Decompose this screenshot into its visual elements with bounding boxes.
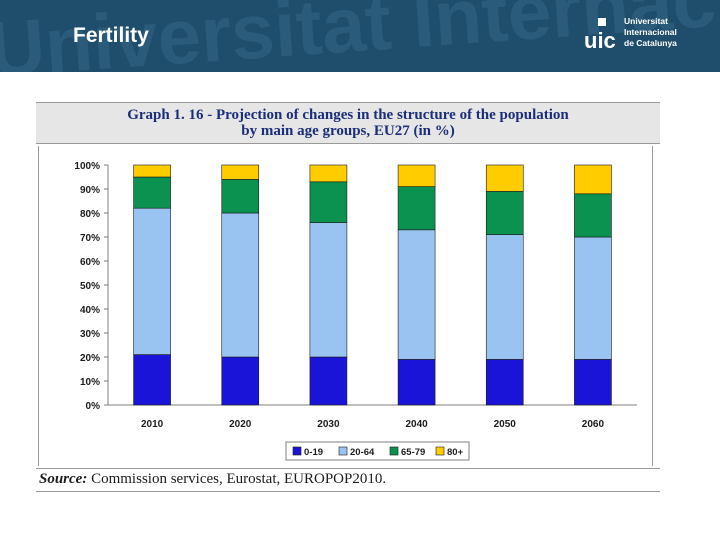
x-tick-label: 2020	[229, 419, 252, 430]
bar-segment	[397, 359, 436, 406]
slide-header: Universitat Internacional Fertility uic …	[0, 0, 720, 72]
x-tick-label: 2040	[405, 419, 428, 430]
bar-segment	[309, 164, 348, 183]
legend-label: 80+	[447, 447, 464, 458]
bar-segment	[133, 354, 171, 406]
bar-segment	[574, 359, 612, 406]
source-box: Source: Commission services, Eurostat, E…	[36, 468, 660, 492]
uic-logo-icon: uic	[584, 18, 616, 53]
legend-label: 20-64	[350, 447, 375, 458]
bar-segment	[485, 234, 524, 360]
chart-legend	[285, 441, 470, 461]
bar-segment	[574, 236, 612, 360]
bar-segment	[574, 193, 612, 238]
x-tick-label: 2060	[582, 419, 605, 430]
header-watermark: Universitat Internacional	[0, 0, 720, 72]
legend-label: 65-79	[401, 447, 425, 458]
graph-title: Graph 1. 16 - Projection of changes in t…	[36, 107, 660, 139]
logo-line-2: Internacional	[624, 27, 677, 37]
source-label: Source:	[39, 471, 88, 487]
y-tick-label: 10%	[80, 377, 100, 388]
y-tick-label: 80%	[80, 209, 100, 220]
bar-segment	[309, 356, 348, 406]
bar-segment	[221, 212, 260, 358]
bar-segment	[221, 164, 260, 180]
bar-segment	[397, 229, 436, 360]
bar-segment	[397, 164, 436, 187]
chart-frame: 0% 10% 20% 30% 40% 50% 60% 70% 80% 90% 100% 2010 202…	[38, 146, 653, 466]
y-tick-label: 50%	[80, 281, 100, 292]
uic-logo: uic Universitat Internacional de Catalun…	[584, 16, 709, 58]
legend-swatch	[338, 446, 348, 456]
x-tick-label: 2050	[494, 419, 517, 430]
bar-segment	[485, 191, 524, 235]
y-tick-label: 20%	[80, 353, 100, 364]
y-tick-label: 30%	[80, 329, 100, 340]
bar-segment	[485, 164, 524, 192]
y-tick-label: 100%	[74, 161, 100, 172]
legend-swatch	[389, 446, 399, 456]
slide-title: Fertility	[73, 24, 149, 47]
y-tick-label: 60%	[80, 257, 100, 268]
logo-line-3: de Catalunya	[624, 38, 677, 48]
graph-title-box: Graph 1. 16 - Projection of changes in t…	[36, 102, 660, 144]
x-tick-label: 2010	[141, 419, 164, 430]
bar-segment	[133, 207, 171, 355]
bar-segment	[485, 359, 524, 406]
source-note: Source: Commission services, Eurostat, E…	[39, 471, 386, 488]
source-text: Commission services, Eurostat, EUROPOP20…	[91, 471, 387, 487]
y-tick-label: 0%	[86, 401, 101, 412]
bar-segment	[133, 164, 171, 178]
legend-label: 0-19	[304, 447, 323, 458]
logo-mark-text: uic	[584, 28, 616, 53]
y-tick-label: 40%	[80, 305, 100, 316]
bar-segment	[221, 179, 260, 214]
logo-text: Universitat Internacional de Catalunya	[624, 16, 677, 49]
legend-swatch	[435, 446, 445, 456]
bar-segment	[221, 356, 260, 406]
graph-title-line-1: Graph 1. 16 - Projection of changes in t…	[127, 107, 569, 123]
bar-segment	[133, 176, 171, 209]
bar-segment	[397, 186, 436, 231]
legend-swatch	[292, 446, 302, 456]
logo-line-1: Universitat	[624, 16, 668, 26]
y-tick-label: 70%	[80, 233, 100, 244]
bar-segment	[309, 181, 348, 223]
y-tick-label: 90%	[80, 185, 100, 196]
bar-segment	[574, 164, 612, 195]
x-tick-label: 2030	[317, 419, 340, 430]
bar-segment	[309, 222, 348, 358]
graph-title-line-2: by main age groups, EU27 (in %)	[241, 123, 455, 139]
stacked-bar-chart: 0% 10% 20% 30% 40% 50% 60% 70% 80% 90% 100% 2010 202…	[74, 161, 637, 461]
